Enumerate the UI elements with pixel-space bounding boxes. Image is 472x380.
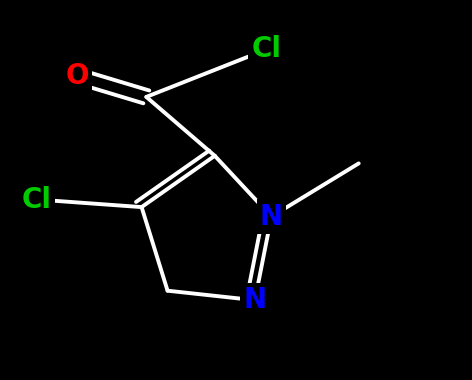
Text: O: O [65,62,89,90]
Text: Cl: Cl [22,185,52,214]
Text: N: N [260,203,283,231]
Text: Cl: Cl [252,35,282,63]
Text: N: N [244,286,266,314]
